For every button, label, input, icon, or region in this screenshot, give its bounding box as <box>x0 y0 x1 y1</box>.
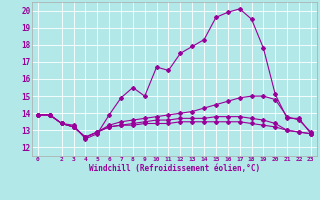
X-axis label: Windchill (Refroidissement éolien,°C): Windchill (Refroidissement éolien,°C) <box>89 164 260 173</box>
